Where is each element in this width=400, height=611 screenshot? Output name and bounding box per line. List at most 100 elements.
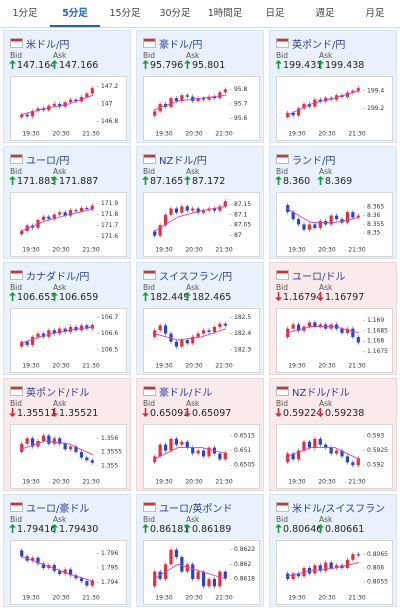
tab[interactable]: 15分足 [109,8,141,19]
rate-card[interactable]: スイスフラン/円 Bid Ask 182.449 182.465 182.5 182.4 18… [136,262,264,375]
candle [218,453,222,460]
rate-card[interactable]: 豪ドル/円 Bid Ask 95.796 95.801 95.8 95.7 95.6 19:30… [136,30,264,143]
candle [90,580,94,586]
tab[interactable]: 1分足 [12,8,38,19]
tab[interactable]: 週足 [315,8,335,19]
rate-card[interactable]: 英ポンド/円 Bid Ask 199.431 199.438 199.4 199.2 19:3… [269,30,397,143]
x-tick-label: 21:30 [348,595,365,602]
rate-card[interactable]: カナダドル/円 Bid Ask 106.653 106.659 106.7 106.6 106… [3,262,131,375]
candle [169,438,173,451]
tab[interactable]: 5分足 [50,0,100,27]
x-tick-label: 19:30 [155,247,172,254]
flag-icon [276,38,289,48]
rate-card[interactable]: 米ドル/円 Bid Ask 147.164 147.166 147.2 147 146.8 19… [3,30,131,143]
candle [185,340,189,344]
mini-chart: 1.169 1.1685 1.168 1.1675 19:30 20:30 21:30 [286,317,388,370]
candle [318,220,322,228]
y-tick-label: 147 [101,101,113,108]
y-tick-label: 199.2 [367,105,384,112]
x-tick-label: 21:30 [82,131,99,138]
bid-value: 182.449 [150,292,190,303]
tab[interactable]: 日足 [265,8,285,19]
rate-card[interactable]: 豪ドル/ドル Bid Ask 0.65093 0.65097 0.6515 0.651 0.6… [136,378,264,491]
x-tick-label: 20:30 [185,595,202,602]
rate-card[interactable]: NZドル/ドル Bid Ask 0.59224 0.59238 0.593 0.5925 0.… [269,378,397,491]
pair-name[interactable]: ユーロ/円 [26,156,70,167]
trend-arrow [275,524,282,533]
candle [74,575,78,579]
ask-label: Ask [319,283,333,292]
candle [318,565,322,571]
bid-value-wrap: 1.35511 [9,408,56,419]
pair-name[interactable]: NZドル/円 [159,156,207,167]
pair-name[interactable]: スイスフラン/円 [159,272,233,283]
moving-average [286,208,360,224]
candle [356,337,360,343]
pair-name[interactable]: ユーロ/豪ドル [26,504,90,515]
arrow-shape [275,60,282,69]
rate-card[interactable]: 英ポンド/ドル Bid Ask 1.35511 1.35521 1.356 1.3555 1.… [3,378,131,491]
rate-card[interactable]: ユーロ/ドル Bid Ask 1.16794 1.16797 1.169 1.1685 1.1… [269,262,397,375]
bid-value-wrap: 182.449 [142,292,189,303]
candle [201,330,206,334]
rate-card[interactable]: ランド/円 Bid Ask 8.360 8.369 8.365 8.36 8.355 8.35 1… [269,146,397,259]
pair-name[interactable]: カナダドル/円 [26,272,90,283]
x-tick-label: 21:30 [215,479,232,486]
candle [201,450,206,457]
ask-label: Ask [186,167,200,176]
bid-value-wrap: 0.86181 [142,524,189,535]
candle [324,444,328,448]
mini-chart: 0.8065 0.806 0.8055 19:30 20:30 21:30 [286,551,388,602]
candle [47,330,51,337]
candle [74,327,78,331]
pair-name[interactable]: ユーロ/英ポンド [159,504,233,515]
x-tick-label: 21:30 [82,595,99,602]
chart-box: 147.2 147 146.8 19:30 20:30 21:30 [10,76,127,141]
chart-box: 0.593 0.5925 0.592 19:30 20:30 21:30 [276,424,393,489]
pair-name[interactable]: ユーロ/ドル [292,272,346,283]
rate-card[interactable]: NZドル/円 Bid Ask 87.165 87.172 87.15 87.1 87.05 87… [136,146,264,259]
candle [41,108,46,111]
rate-card[interactable]: ユーロ/円 Bid Ask 171.883 171.887 171.9 171.8 171.7… [3,146,131,259]
pair-name[interactable]: NZドル/ドル [292,388,350,399]
pair-name[interactable]: 豪ドル/ドル [159,388,213,399]
pair-name[interactable]: 英ポンド/円 [292,40,346,51]
arrow-shape [9,292,16,301]
candle [180,206,184,213]
pair-name[interactable]: 米ドル/円 [26,40,70,51]
candle [63,328,67,332]
candle [20,443,24,452]
pair-name[interactable]: ランド/円 [292,156,336,167]
chart-box: 182.5 182.4 182.3 19:30 20:30 21:30 [143,308,260,373]
bid-label: Bid [143,51,155,60]
candle [196,208,200,213]
y-tick-label: 182.5 [234,314,251,321]
rate-card[interactable]: ユーロ/英ポンド Bid Ask 0.86181 0.86189 0.8622 0.862 0… [136,494,264,607]
y-tick-label: 1.356 [101,435,118,442]
x-tick-label: 21:30 [348,247,365,254]
tab[interactable]: 30分足 [159,8,191,19]
candle [212,96,217,99]
bid-label: Bid [143,283,155,292]
tab[interactable]: 月足 [365,8,385,19]
x-tick-label: 21:30 [348,479,365,486]
pair-name[interactable]: 米ドル/スイスフラン [292,504,386,515]
candle [201,210,206,213]
candle [85,457,89,461]
candle [223,452,227,460]
arrow-shape [51,408,58,417]
moving-average [286,90,360,116]
flag-icon [143,386,156,396]
pair-name[interactable]: 英ポンド/ドル [26,388,90,399]
candle [296,108,301,116]
tab[interactable]: 1時間足 [207,8,243,19]
y-tick-label: 8.355 [367,221,384,228]
x-tick-label: 19:30 [22,595,39,602]
rate-card[interactable]: ユーロ/豪ドル Bid Ask 1.79416 1.79430 1.796 1.795 1.7… [3,494,131,607]
y-tick-label: 87 [234,232,242,239]
ask-label: Ask [53,167,67,176]
pair-name[interactable]: 豪ドル/円 [159,40,203,51]
rate-card[interactable]: 米ドル/スイスフラン Bid Ask 0.80646 0.80661 0.8065 0.80… [269,494,397,607]
chart-box: 87.15 87.1 87.05 87 19:30 20:30 21:30 [143,192,260,257]
chart-box: 1.169 1.1685 1.168 1.1675 19:30 20:30 21:30 [276,308,393,373]
